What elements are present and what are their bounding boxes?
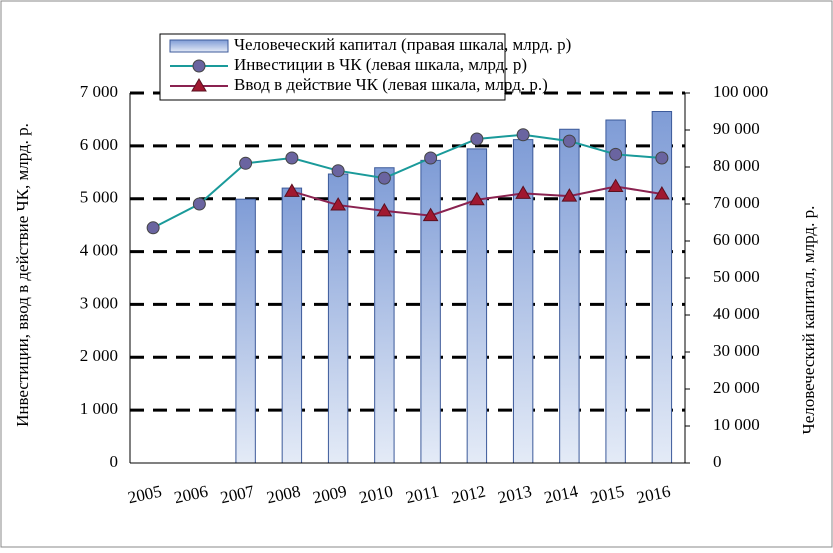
y2-tick-label: 30 000 (713, 341, 760, 360)
point (561, 188, 578, 202)
point (470, 132, 484, 146)
y2-tick-label: 0 (713, 452, 722, 471)
point (655, 151, 669, 165)
bar (559, 128, 580, 464)
y-tick-label: 4 000 (80, 240, 118, 259)
y2-tick-label: 50 000 (713, 267, 760, 286)
y-tick-label: 3 000 (80, 293, 118, 312)
point (146, 221, 160, 235)
point (376, 202, 393, 217)
point (654, 185, 670, 200)
point (469, 191, 485, 206)
y2-tick-label: 40 000 (713, 304, 760, 323)
point (607, 178, 624, 193)
point (239, 156, 253, 170)
bar (605, 119, 626, 464)
y2-tick-label: 60 000 (713, 230, 760, 249)
point (609, 147, 623, 161)
y2-tick-label: 90 000 (713, 119, 760, 138)
y2-tick-label: 20 000 (713, 378, 760, 397)
y-tick-label: 0 (110, 452, 119, 471)
bar (327, 173, 349, 464)
y2-axis-label: Человеческий капитал, млрд. р. (799, 206, 818, 435)
point (285, 151, 299, 165)
bar (281, 187, 303, 464)
y2-tick-label: 10 000 (713, 415, 760, 434)
y2-tick-label: 70 000 (713, 193, 760, 212)
legend-marker (192, 59, 206, 73)
y2-tick-label: 100 000 (713, 82, 768, 101)
point (422, 207, 439, 222)
y-tick-label: 1 000 (80, 399, 118, 418)
legend-label: Ввод в действие ЧК (левая шкала, млрд. р… (234, 75, 548, 94)
point (515, 185, 531, 199)
legend-label: Инвестиции в ЧК (левая шкала, млрд. р) (234, 55, 527, 74)
bar (420, 159, 441, 464)
point (424, 151, 438, 165)
point (377, 171, 391, 185)
point (516, 128, 530, 142)
point (562, 134, 576, 148)
bar (235, 198, 256, 464)
point (330, 197, 346, 211)
point (192, 197, 206, 211)
point (331, 164, 345, 178)
y-tick-label: 5 000 (80, 188, 118, 207)
legend-marker (191, 78, 207, 92)
legend-swatch (169, 39, 229, 53)
line (152, 133, 662, 229)
y-tick-label: 2 000 (80, 346, 118, 365)
legend-label: Человеческий капитал (правая шкала, млрд… (234, 35, 571, 54)
point (284, 183, 300, 197)
legend: Человеческий капитал (правая шкала, млрд… (159, 33, 571, 101)
y-tick-label: 7 000 (80, 82, 118, 101)
y-tick-label: 6 000 (80, 135, 118, 154)
y2-tick-label: 80 000 (713, 156, 760, 175)
y-axis-label: Инвестиции, ввод в действие ЧК, млрд. р. (13, 123, 32, 427)
